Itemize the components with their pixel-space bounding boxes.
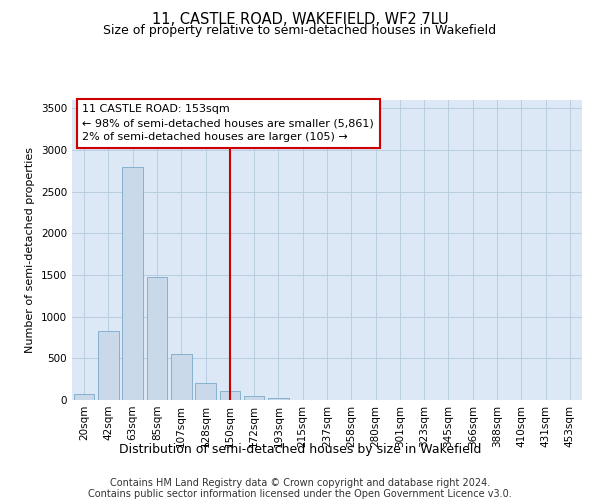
Bar bbox=[74, 394, 94, 400]
Bar bbox=[122, 166, 143, 400]
Text: 11, CASTLE ROAD, WAKEFIELD, WF2 7LU: 11, CASTLE ROAD, WAKEFIELD, WF2 7LU bbox=[152, 12, 448, 28]
Bar bbox=[220, 391, 240, 400]
Text: 11 CASTLE ROAD: 153sqm
← 98% of semi-detached houses are smaller (5,861)
2% of s: 11 CASTLE ROAD: 153sqm ← 98% of semi-det… bbox=[82, 104, 374, 142]
Bar bbox=[244, 396, 265, 400]
Bar bbox=[146, 276, 167, 400]
Text: Size of property relative to semi-detached houses in Wakefield: Size of property relative to semi-detach… bbox=[103, 24, 497, 37]
Y-axis label: Number of semi-detached properties: Number of semi-detached properties bbox=[25, 147, 35, 353]
Bar bbox=[171, 354, 191, 400]
Text: Contains public sector information licensed under the Open Government Licence v3: Contains public sector information licen… bbox=[88, 489, 512, 499]
Bar bbox=[98, 331, 119, 400]
Text: Distribution of semi-detached houses by size in Wakefield: Distribution of semi-detached houses by … bbox=[119, 442, 481, 456]
Text: Contains HM Land Registry data © Crown copyright and database right 2024.: Contains HM Land Registry data © Crown c… bbox=[110, 478, 490, 488]
Bar bbox=[195, 384, 216, 400]
Bar bbox=[268, 398, 289, 400]
